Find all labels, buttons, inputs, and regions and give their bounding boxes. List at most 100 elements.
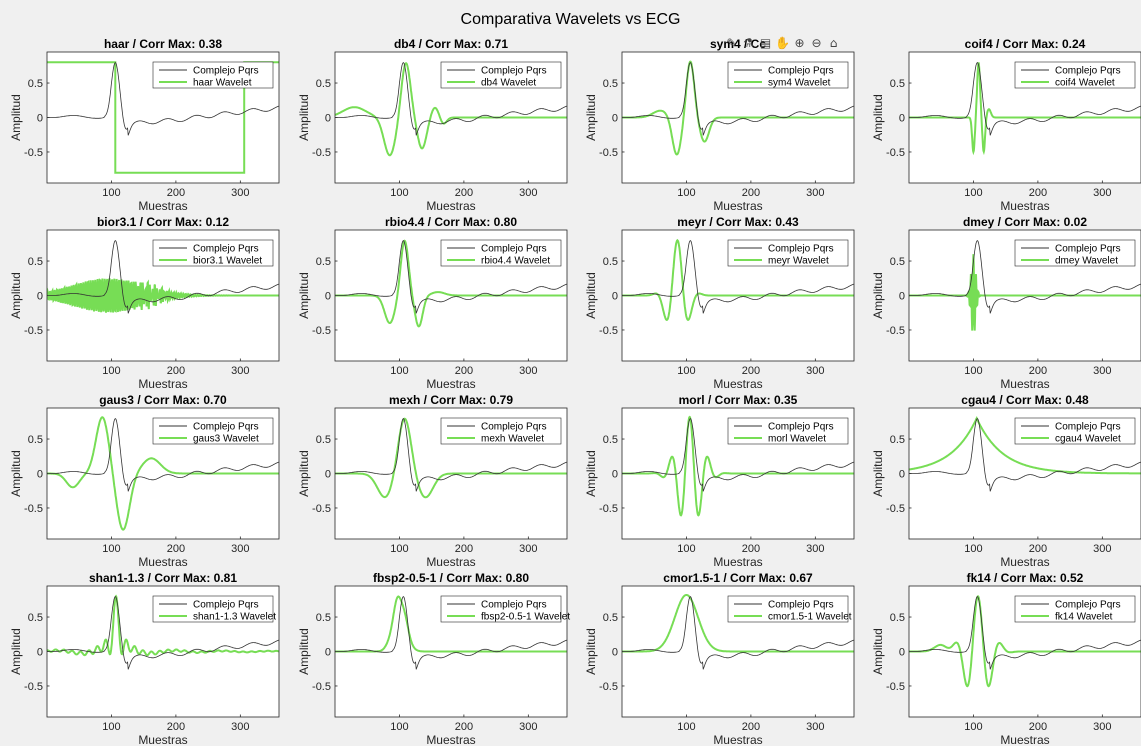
legend-box	[727, 61, 849, 89]
x-axis-label: Muestras	[713, 199, 762, 213]
ecg-line	[335, 240, 567, 314]
axes-frame	[908, 407, 1141, 540]
legend-label: Complejo Pqrs	[768, 244, 834, 255]
x-tick-label: 100	[677, 543, 695, 555]
y-tick-label: 0.5	[316, 434, 331, 446]
legend-label: dmey Wavelet	[1055, 256, 1118, 267]
x-tick-label: 300	[519, 721, 537, 733]
legend-label: Complejo Pqrs	[1055, 66, 1121, 77]
axes-frame	[908, 585, 1141, 718]
y-axis-label: Amplitud	[584, 94, 598, 141]
y-tick-label: 0.5	[28, 612, 43, 624]
axes-frame	[621, 229, 855, 362]
x-tick-label: 100	[677, 187, 695, 199]
x-tick-label: 200	[742, 721, 760, 733]
subplot-fk14: fk14 / Corr Max: 0.52 100 200 300 0.5 0 -0.5 Mu…	[871, 571, 1141, 746]
subplot-fbsp2-0.5-1: fbsp2-0.5-1 / Corr Max: 0.80 100 200 300 0.5…	[297, 571, 570, 746]
ecg-line	[909, 62, 1141, 136]
subplot-meyr: meyr / Corr Max: 0.43 100 200 300 0.5 0 -0.5 Mu…	[584, 215, 855, 391]
y-axis-label: Amplitud	[584, 272, 598, 319]
x-tick-label: 200	[742, 365, 760, 377]
legend-label: Complejo Pqrs	[481, 422, 547, 433]
brush-icon[interactable]: ✎	[726, 36, 737, 50]
export-icon[interactable]: ▤	[759, 36, 772, 50]
x-axis-label: Muestras	[426, 733, 475, 746]
x-tick-label: 300	[806, 721, 824, 733]
y-axis-label: Amplitud	[297, 628, 311, 675]
x-axis-label: Muestras	[426, 555, 475, 569]
subplot-haar: haar / Corr Max: 0.38 100 200 300 0.5 0 -0.5 Mu…	[9, 37, 280, 213]
home-icon[interactable]: ⌂	[829, 36, 838, 50]
subplot-cgau4: cgau4 / Corr Max: 0.48 100 200 300 0.5 0 -0.5 M…	[871, 393, 1141, 569]
x-tick-label: 200	[167, 365, 185, 377]
y-tick-label: 0.5	[603, 256, 618, 268]
axes-toolbar: ✎ ⚗ ▤ ✋ ⊕ ⊖ ⌂	[724, 36, 841, 52]
legend-label: sym4 Wavelet	[768, 78, 831, 89]
x-tick-label: 100	[964, 365, 982, 377]
y-tick-label: 0	[325, 469, 331, 481]
subplot-title: meyr / Corr Max: 0.43	[677, 215, 799, 229]
y-tick-label: 0.5	[316, 78, 331, 90]
y-axis-label: Amplitud	[584, 628, 598, 675]
x-tick-label: 100	[964, 721, 982, 733]
ecg-line	[622, 596, 854, 670]
x-tick-label: 100	[964, 187, 982, 199]
legend-label: Complejo Pqrs	[1055, 244, 1121, 255]
y-tick-label: -0.5	[24, 325, 43, 337]
wavelet-line	[622, 415, 854, 517]
y-tick-label: -0.5	[24, 147, 43, 159]
legend-box	[727, 239, 849, 267]
legend-box	[440, 417, 562, 445]
ecg-line	[622, 418, 854, 492]
axes-frame	[334, 585, 568, 718]
legend-box	[1014, 595, 1136, 623]
y-tick-label: 0.5	[316, 256, 331, 268]
y-tick-label: 0.5	[603, 434, 618, 446]
y-tick-label: -0.5	[24, 503, 43, 515]
data-tips-icon[interactable]: ⚗	[743, 36, 754, 50]
x-axis-label: Muestras	[138, 555, 187, 569]
subplot-title: rbio4.4 / Corr Max: 0.80	[385, 215, 517, 229]
y-tick-label: -0.5	[886, 325, 905, 337]
x-axis-label: Muestras	[1000, 377, 1049, 391]
x-tick-label: 200	[167, 543, 185, 555]
pan-icon[interactable]: ✋	[775, 36, 790, 50]
ecg-line	[47, 596, 279, 670]
wavelet-line	[335, 62, 567, 157]
legend-label: coif4 Wavelet	[1055, 78, 1115, 89]
zoom-in-icon[interactable]: ⊕	[794, 36, 805, 50]
y-tick-label: -0.5	[599, 147, 618, 159]
ecg-line	[909, 240, 1141, 314]
figure-title: Comparativa Wavelets vs ECG	[460, 11, 681, 28]
subplot-title: fbsp2-0.5-1 / Corr Max: 0.80	[373, 571, 529, 585]
legend-label: meyr Wavelet	[768, 256, 829, 267]
subplot-title: fk14 / Corr Max: 0.52	[967, 571, 1084, 585]
x-tick-label: 300	[1093, 543, 1111, 555]
x-tick-label: 100	[102, 187, 120, 199]
subplot-title: cmor1.5-1 / Corr Max: 0.67	[663, 571, 813, 585]
legend-label: mexh Wavelet	[481, 434, 544, 445]
x-tick-label: 300	[806, 543, 824, 555]
wavelet-line	[909, 594, 1141, 688]
y-tick-label: -0.5	[599, 325, 618, 337]
x-tick-label: 300	[519, 543, 537, 555]
x-tick-label: 200	[455, 721, 473, 733]
axes-frame	[908, 51, 1141, 184]
y-tick-label: 0.5	[603, 612, 618, 624]
y-tick-label: -0.5	[24, 681, 43, 693]
x-axis-label: Muestras	[1000, 555, 1049, 569]
legend-label: rbio4.4 Wavelet	[481, 256, 550, 267]
x-tick-label: 300	[1093, 187, 1111, 199]
x-axis-label: Muestras	[713, 555, 762, 569]
y-tick-label: 0	[899, 291, 905, 303]
legend-label: Complejo Pqrs	[1055, 600, 1121, 611]
zoom-out-icon[interactable]: ⊖	[811, 36, 822, 50]
subplot-shan1-1.3: shan1-1.3 / Corr Max: 0.81 100 200 300 0.5 0 -…	[9, 571, 280, 746]
subplot-rbio4.4: rbio4.4 / Corr Max: 0.80 100 200 300 0.5 0 -0.…	[297, 215, 568, 391]
